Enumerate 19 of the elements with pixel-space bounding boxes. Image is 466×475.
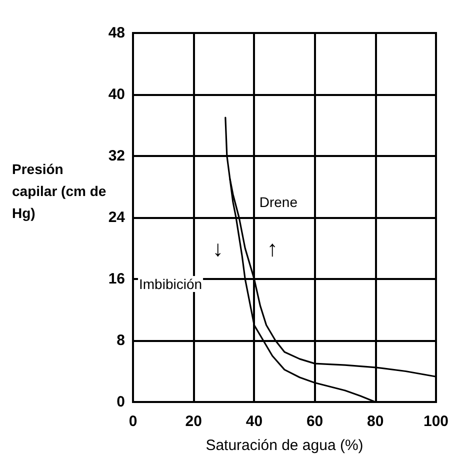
y-tick-label: 40 xyxy=(108,86,125,103)
y-tick-label: 8 xyxy=(116,332,125,349)
annotation: Drene xyxy=(259,194,298,210)
x-tick-label: 20 xyxy=(185,413,202,430)
x-tick-label: 100 xyxy=(423,413,449,430)
x-tick-label: 60 xyxy=(306,413,324,430)
x-axis-title: Saturación de agua (%) xyxy=(206,437,364,454)
y-axis-title: Presión capilar (cm de Hg) xyxy=(12,161,110,221)
x-tick-label: 0 xyxy=(128,413,138,430)
x-tick-label: 80 xyxy=(367,413,384,430)
y-tick-label: 16 xyxy=(108,270,125,288)
annotation: ↑ xyxy=(266,236,278,261)
x-tick-label: 40 xyxy=(246,413,263,430)
y-tick-label: 0 xyxy=(116,394,125,410)
y-tick-label: 32 xyxy=(108,148,125,164)
annotation: Imbibición xyxy=(139,276,202,292)
y-tick-label: 24 xyxy=(108,209,126,226)
y-tick-label: 48 xyxy=(108,24,125,42)
annotation: ↓ xyxy=(212,236,224,261)
